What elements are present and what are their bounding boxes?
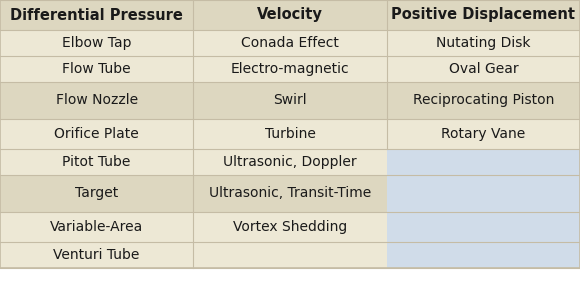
Text: Oval Gear: Oval Gear <box>448 62 519 76</box>
Bar <box>0 0 193 30</box>
Bar <box>0 56 193 82</box>
Bar <box>387 82 580 119</box>
Bar <box>0 175 193 212</box>
Text: Flow Nozzle: Flow Nozzle <box>56 93 137 108</box>
Bar <box>387 175 580 212</box>
Text: Nutating Disk: Nutating Disk <box>436 36 531 50</box>
Text: Venturi Tube: Venturi Tube <box>53 248 140 262</box>
Bar <box>0 30 193 56</box>
Bar <box>0 212 193 242</box>
Bar <box>387 0 580 30</box>
Bar <box>193 212 387 242</box>
Text: Elbow Tap: Elbow Tap <box>62 36 131 50</box>
Bar <box>387 212 580 242</box>
Text: Swirl: Swirl <box>273 93 307 108</box>
Text: Differential Pressure: Differential Pressure <box>10 8 183 23</box>
Bar <box>0 82 193 119</box>
Bar <box>0 242 193 268</box>
Text: Electro-magnetic: Electro-magnetic <box>231 62 349 76</box>
Text: Velocity: Velocity <box>257 8 323 23</box>
Bar <box>193 0 387 30</box>
Text: Orifice Plate: Orifice Plate <box>54 127 139 141</box>
Text: Variable-Area: Variable-Area <box>50 220 143 234</box>
Bar <box>387 30 580 56</box>
Bar <box>193 149 387 175</box>
Text: Flow Tube: Flow Tube <box>62 62 131 76</box>
Bar <box>0 149 193 175</box>
Bar <box>193 242 387 268</box>
Text: Ultrasonic, Transit-Time: Ultrasonic, Transit-Time <box>209 187 371 200</box>
Text: Vortex Shedding: Vortex Shedding <box>233 220 347 234</box>
Text: Turbine: Turbine <box>264 127 316 141</box>
Text: Rotary Vane: Rotary Vane <box>441 127 525 141</box>
Text: Positive Displacement: Positive Displacement <box>392 8 575 23</box>
Bar <box>193 30 387 56</box>
Bar <box>193 175 387 212</box>
Bar <box>193 82 387 119</box>
Bar <box>0 119 193 149</box>
Bar <box>387 242 580 268</box>
Bar <box>387 119 580 149</box>
Text: Target: Target <box>75 187 118 200</box>
Text: Ultrasonic, Doppler: Ultrasonic, Doppler <box>223 155 357 169</box>
Bar <box>193 56 387 82</box>
Text: Conada Effect: Conada Effect <box>241 36 339 50</box>
Bar <box>193 119 387 149</box>
Bar <box>387 149 580 175</box>
Text: Reciprocating Piston: Reciprocating Piston <box>413 93 554 108</box>
Text: Pitot Tube: Pitot Tube <box>63 155 130 169</box>
Bar <box>387 56 580 82</box>
